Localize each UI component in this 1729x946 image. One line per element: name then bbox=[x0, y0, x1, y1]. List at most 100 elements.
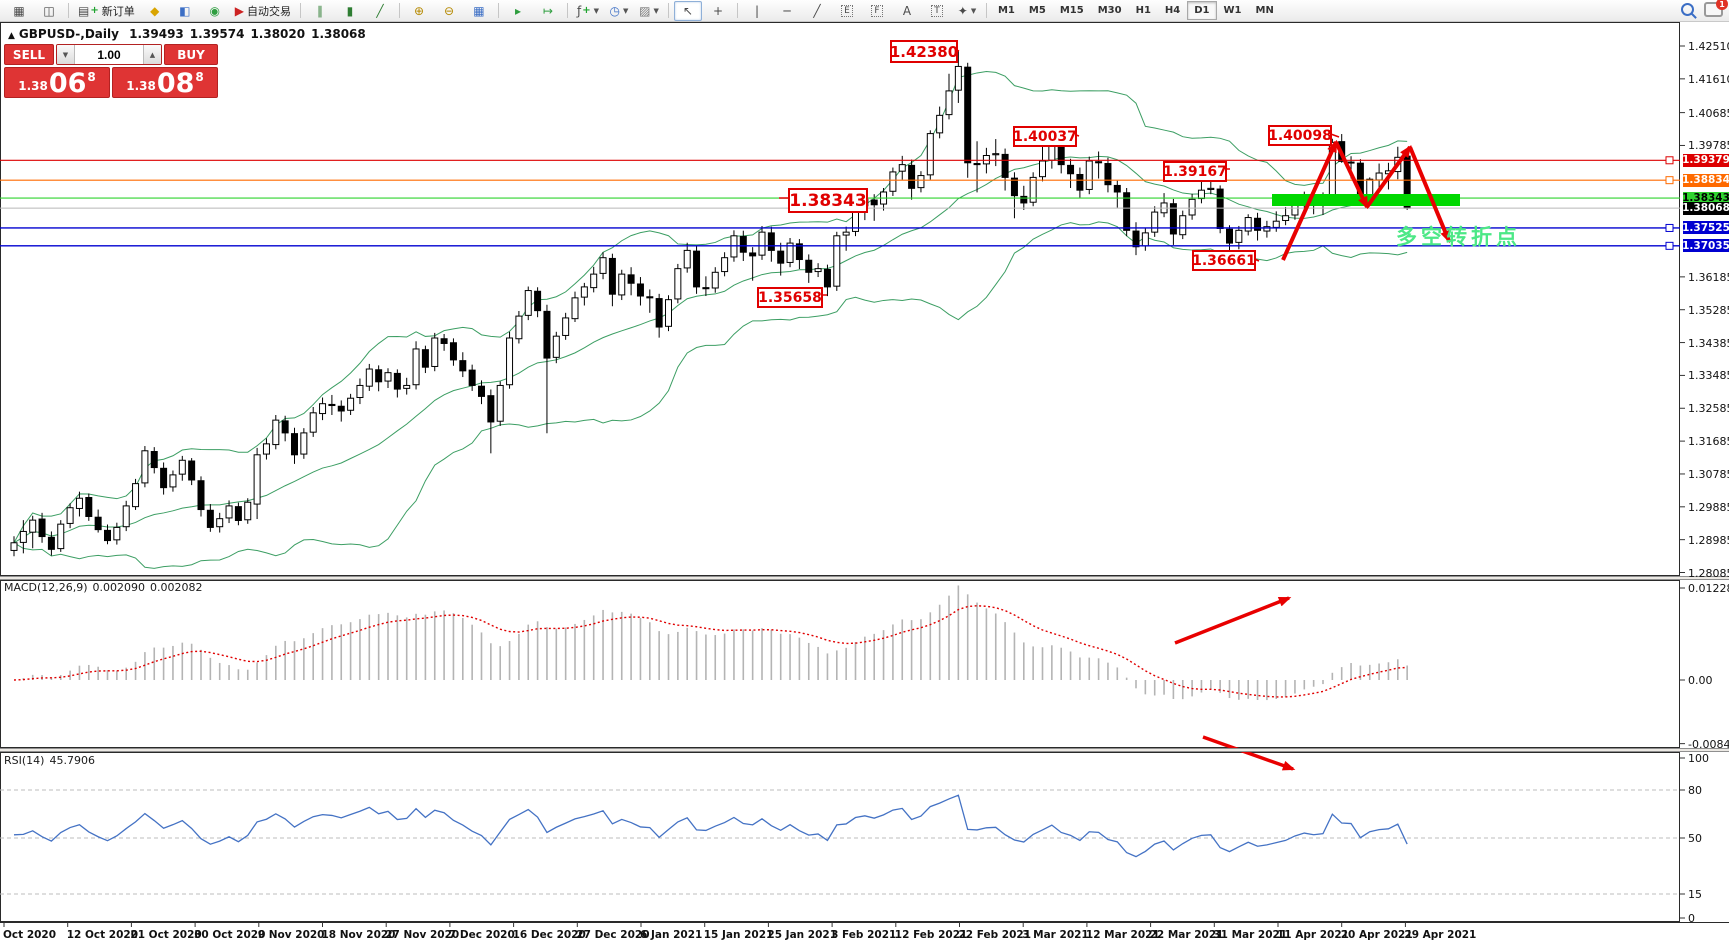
sell-tab[interactable]: SELL bbox=[4, 44, 54, 65]
trend-arrow[interactable] bbox=[1281, 139, 1338, 261]
trend-arrow[interactable] bbox=[1408, 146, 1451, 244]
candle bbox=[412, 348, 420, 386]
candle bbox=[328, 403, 336, 407]
x-axis-label: 20 Apr 2021 bbox=[1340, 929, 1413, 941]
macd-axis-tick: 0.00 bbox=[1688, 674, 1713, 687]
annotation-price-label[interactable]: 1.35658 bbox=[757, 287, 823, 308]
search-icon[interactable] bbox=[1681, 3, 1694, 16]
templates-button[interactable]: ▨ ▼ bbox=[635, 1, 663, 21]
periods-button[interactable]: ◷ ▼ bbox=[605, 1, 633, 21]
annotation-price-label[interactable]: 1.39167 bbox=[1163, 161, 1227, 182]
chart-title: ▲ GBPUSD-,Daily 1.39493 1.39574 1.38020 1.38… bbox=[8, 27, 372, 41]
new-order-button[interactable]: ▤ + 新订单 bbox=[74, 1, 139, 21]
candle bbox=[1039, 160, 1046, 178]
volume-input[interactable] bbox=[75, 45, 143, 64]
annotation-price-label[interactable]: 1.38343 bbox=[788, 188, 868, 213]
candle bbox=[160, 467, 168, 489]
candle bbox=[898, 164, 906, 172]
candle bbox=[534, 290, 542, 312]
navigator-button[interactable]: ◉ bbox=[201, 1, 229, 21]
annotation-price-label[interactable]: 1.40037 bbox=[1013, 126, 1077, 147]
auto-scroll-button[interactable]: ▸ bbox=[504, 1, 532, 21]
candle bbox=[767, 232, 775, 251]
timeframe-m1-button[interactable]: M1 bbox=[997, 5, 1015, 16]
zoom-out-button[interactable]: ⊖ bbox=[435, 1, 463, 21]
candle bbox=[552, 335, 560, 358]
panel-splitter-rsi[interactable] bbox=[0, 748, 1729, 752]
candle bbox=[1095, 161, 1103, 164]
cursor-button[interactable]: ↖ bbox=[673, 0, 702, 21]
candle bbox=[1216, 188, 1224, 229]
chat-icon[interactable]: 1 bbox=[1704, 0, 1728, 17]
timeframe-mn-button[interactable]: MN bbox=[1255, 5, 1274, 16]
timeframe-w1-button[interactable]: W1 bbox=[1223, 5, 1242, 16]
candle bbox=[842, 231, 850, 236]
annotation-price-label[interactable]: 1.36661 bbox=[1192, 250, 1256, 271]
timeframe-d1-button[interactable]: D1 bbox=[1187, 1, 1217, 20]
rsi-axis-tick: 50 bbox=[1688, 832, 1702, 845]
data-window-icon: ◧ bbox=[179, 3, 191, 18]
arrows-tool-button[interactable]: ✦ ▼ bbox=[953, 1, 981, 21]
buy-button[interactable]: 1.38 08 8 bbox=[112, 67, 218, 98]
timeframe-h4-button[interactable]: H4 bbox=[1164, 5, 1181, 16]
indicators-list-button[interactable]: ƒ + ▼ bbox=[573, 1, 603, 21]
candle bbox=[711, 271, 719, 289]
trendline-tool-button[interactable]: ╱ bbox=[803, 1, 831, 21]
candle bbox=[599, 257, 607, 274]
text-tool-button[interactable]: A bbox=[893, 1, 921, 21]
candle-chart-mode-button[interactable]: ▮ bbox=[336, 1, 364, 21]
timeframe-m15-button[interactable]: M15 bbox=[1059, 5, 1084, 16]
panel-splitter-macd[interactable] bbox=[0, 576, 1729, 580]
navigator-icon: ◉ bbox=[209, 3, 220, 18]
candle bbox=[309, 412, 317, 433]
x-axis-label: 12 Mar 2021 bbox=[1085, 929, 1160, 941]
fibo-fan-tool-button[interactable]: F bbox=[863, 1, 891, 21]
candle bbox=[795, 243, 803, 261]
new-chart-button[interactable]: ▦ bbox=[5, 1, 33, 21]
data-window-button[interactable]: ◧ bbox=[171, 1, 199, 21]
notification-badge: 1 bbox=[1716, 0, 1728, 10]
volume-increase-button[interactable]: ▲ bbox=[143, 45, 161, 64]
volume-decrease-button[interactable]: ▼ bbox=[57, 45, 75, 64]
text-label-tool-button[interactable]: T bbox=[923, 1, 951, 21]
zoom-in-button[interactable]: ⊕ bbox=[405, 1, 433, 21]
annotation-note-text[interactable]: 多空转折点 bbox=[1396, 225, 1521, 249]
trend-arrow[interactable] bbox=[1202, 735, 1296, 771]
annotation-price-label[interactable]: 1.40098 bbox=[1268, 125, 1332, 146]
candle bbox=[1263, 226, 1271, 232]
sell-button[interactable]: 1.38 06 8 bbox=[4, 67, 110, 98]
candle bbox=[1141, 232, 1149, 247]
candle bbox=[356, 384, 364, 398]
auto-trading-button[interactable]: ▶ 自动交易 bbox=[231, 1, 295, 21]
candle bbox=[300, 432, 308, 455]
x-axis-label: 3 Mar 2021 bbox=[1022, 929, 1089, 941]
timeframe-m5-button[interactable]: M5 bbox=[1028, 5, 1046, 16]
chart-shift-button[interactable]: ↦ bbox=[534, 1, 562, 21]
auto-trading-label: 自动交易 bbox=[246, 4, 291, 18]
y-axis-tick: 1.29885 bbox=[1688, 500, 1729, 514]
horizontal-line-tool-button[interactable]: ─ bbox=[773, 1, 801, 21]
y-axis-tick: 1.31685 bbox=[1688, 435, 1729, 449]
candle bbox=[365, 368, 373, 387]
candle bbox=[515, 315, 523, 340]
tile-windows-button[interactable]: ▦ bbox=[465, 1, 493, 21]
bar-chart-mode-button[interactable]: ∥ bbox=[306, 1, 334, 21]
annotation-price-label[interactable]: 1.42380 bbox=[890, 40, 958, 63]
buy-tab[interactable]: BUY bbox=[164, 44, 218, 65]
candle bbox=[1151, 211, 1159, 233]
line-chart-mode-button[interactable]: ╱ bbox=[366, 1, 394, 21]
market-watch-button[interactable]: ◆ bbox=[141, 1, 169, 21]
vertical-line-tool-button[interactable]: | bbox=[743, 1, 771, 21]
timeframe-m30-button[interactable]: M30 bbox=[1097, 5, 1122, 16]
toolbar-separator bbox=[497, 3, 499, 18]
trend-arrow[interactable] bbox=[1334, 141, 1369, 210]
profiles-button[interactable]: ◫ bbox=[35, 1, 63, 21]
trend-arrow[interactable] bbox=[1365, 144, 1412, 209]
fibonacci-tool-button[interactable]: E bbox=[833, 1, 861, 21]
trend-arrow[interactable] bbox=[1174, 596, 1292, 645]
annotation-shapes[interactable] bbox=[779, 48, 1460, 771]
crosshair-button[interactable]: + bbox=[704, 1, 732, 21]
candle bbox=[384, 372, 392, 382]
timeframe-h1-button[interactable]: H1 bbox=[1135, 5, 1151, 16]
